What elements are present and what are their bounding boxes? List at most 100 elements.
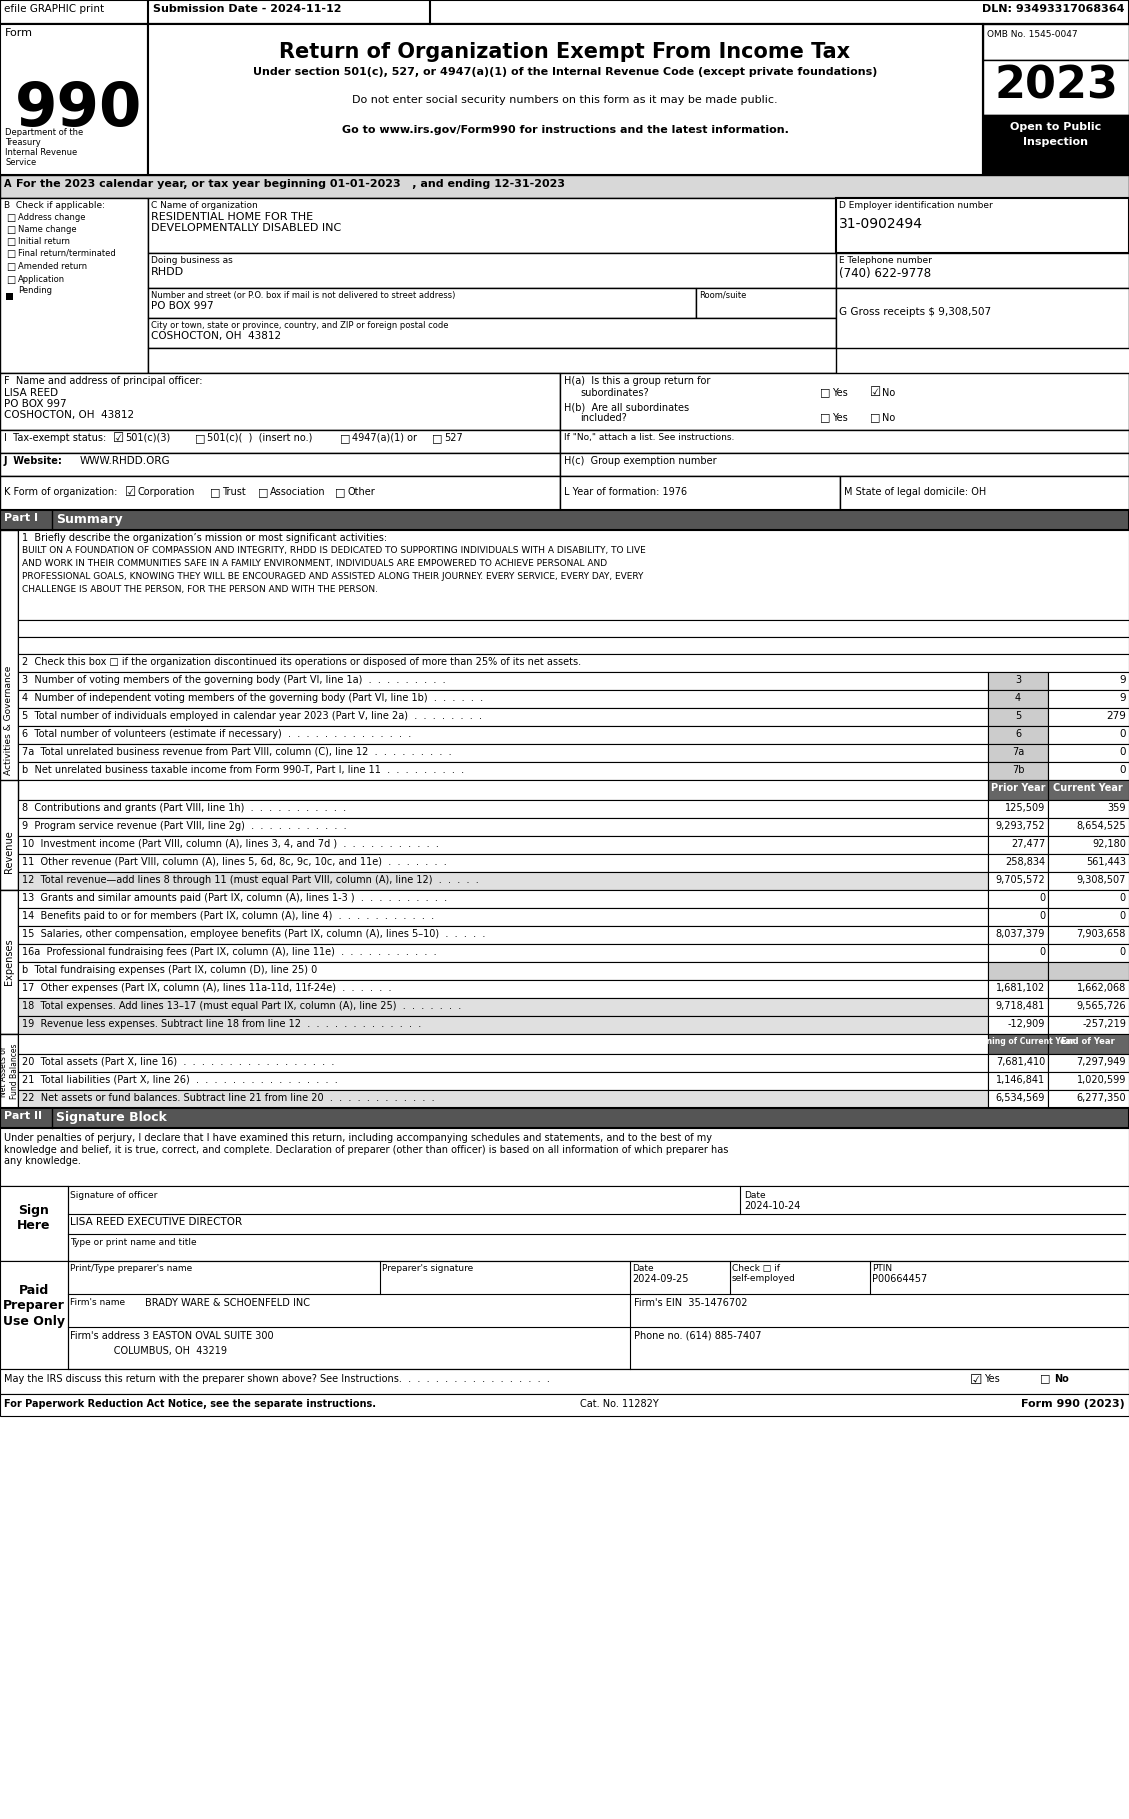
Text: If "No," attach a list. See instructions.: If "No," attach a list. See instructions… xyxy=(564,433,734,442)
Bar xyxy=(1048,962,1129,980)
Bar xyxy=(1048,708,1129,726)
Bar xyxy=(18,999,988,1017)
Bar xyxy=(988,999,1048,1017)
Text: □: □ xyxy=(6,236,16,247)
Text: D Employer identification number: D Employer identification number xyxy=(839,202,992,209)
Text: Internal Revenue: Internal Revenue xyxy=(5,147,77,156)
Text: □: □ xyxy=(870,411,881,422)
Text: Under section 501(c), 527, or 4947(a)(1) of the Internal Revenue Code (except pr: Under section 501(c), 527, or 4947(a)(1)… xyxy=(253,67,877,76)
Text: 258,834: 258,834 xyxy=(1005,857,1045,868)
Bar xyxy=(560,373,1129,429)
Bar xyxy=(148,253,835,287)
Text: 4: 4 xyxy=(1015,693,1021,702)
Text: 501(c)(  )  (insert no.): 501(c)( ) (insert no.) xyxy=(207,433,313,444)
Text: For Paperwork Reduction Act Notice, see the separate instructions.: For Paperwork Reduction Act Notice, see … xyxy=(5,1399,376,1410)
Text: Activities & Governance: Activities & Governance xyxy=(5,666,14,775)
Text: B  Check if applicable:: B Check if applicable: xyxy=(5,202,105,209)
Bar xyxy=(983,24,1129,60)
Bar xyxy=(983,60,1129,115)
Text: 279: 279 xyxy=(1106,711,1126,720)
Text: End of Year: End of Year xyxy=(1061,1037,1114,1046)
Bar xyxy=(1048,980,1129,999)
Text: Sign
Here: Sign Here xyxy=(17,1204,51,1231)
Text: 5  Total number of individuals employed in calendar year 2023 (Part V, line 2a) : 5 Total number of individuals employed i… xyxy=(21,711,482,720)
Text: Do not enter social security numbers on this form as it may be made public.: Do not enter social security numbers on … xyxy=(352,95,778,106)
Bar xyxy=(988,871,1048,889)
Text: L Year of formation: 1976: L Year of formation: 1976 xyxy=(564,487,688,497)
Text: 4947(a)(1) or: 4947(a)(1) or xyxy=(352,433,417,444)
Text: Treasury: Treasury xyxy=(5,138,41,147)
Bar xyxy=(0,24,148,175)
Bar xyxy=(18,689,988,708)
Text: Trust: Trust xyxy=(222,487,246,497)
Text: 15  Salaries, other compensation, employee benefits (Part IX, column (A), lines : 15 Salaries, other compensation, employe… xyxy=(21,930,485,939)
Text: □: □ xyxy=(820,411,831,422)
Bar xyxy=(835,287,1129,347)
Bar xyxy=(0,1393,1129,1415)
Text: DEVELOPMENTALLY DISABLED INC: DEVELOPMENTALLY DISABLED INC xyxy=(151,224,341,233)
Text: 561,443: 561,443 xyxy=(1086,857,1126,868)
Text: Submission Date - 2024-11-12: Submission Date - 2024-11-12 xyxy=(154,4,341,15)
Text: 1,662,068: 1,662,068 xyxy=(1077,982,1126,993)
Text: 6,534,569: 6,534,569 xyxy=(996,1093,1045,1102)
Text: 7a  Total unrelated business revenue from Part VIII, column (C), line 12  .  .  : 7a Total unrelated business revenue from… xyxy=(21,748,452,757)
Text: 8  Contributions and grants (Part VIII, line 1h)  .  .  .  .  .  .  .  .  .  .  : 8 Contributions and grants (Part VIII, l… xyxy=(21,802,347,813)
Text: Go to www.irs.gov/Form990 for instructions and the latest information.: Go to www.irs.gov/Form990 for instructio… xyxy=(342,126,788,135)
Text: COSHOCTON, OH  43812: COSHOCTON, OH 43812 xyxy=(5,409,134,420)
Text: 31-0902494: 31-0902494 xyxy=(839,216,924,231)
Bar xyxy=(988,962,1048,980)
Bar xyxy=(1048,871,1129,889)
Text: Signature of officer: Signature of officer xyxy=(70,1191,157,1201)
Text: Firm's address 3 EASTON OVAL SUITE 300: Firm's address 3 EASTON OVAL SUITE 300 xyxy=(70,1332,273,1341)
Text: Firm's EIN  35-1476702: Firm's EIN 35-1476702 xyxy=(634,1299,747,1308)
Bar xyxy=(18,1033,988,1053)
Text: Department of the: Department of the xyxy=(5,127,84,136)
Bar xyxy=(1048,926,1129,944)
Text: Signature Block: Signature Block xyxy=(56,1111,167,1124)
Text: 7a: 7a xyxy=(1012,748,1024,757)
Text: 527: 527 xyxy=(444,433,463,444)
Text: 12  Total revenue—add lines 8 through 11 (must equal Part VIII, column (A), line: 12 Total revenue—add lines 8 through 11 … xyxy=(21,875,479,886)
Text: 10  Investment income (Part VIII, column (A), lines 3, 4, and 7d )  .  .  .  .  : 10 Investment income (Part VIII, column … xyxy=(21,839,439,849)
Bar xyxy=(148,24,983,175)
Bar xyxy=(988,837,1048,853)
Bar xyxy=(983,24,1129,175)
Bar xyxy=(1048,1053,1129,1071)
Bar xyxy=(988,1071,1048,1090)
Bar xyxy=(148,347,835,373)
Text: E Telephone number: E Telephone number xyxy=(839,256,931,266)
Text: ☑: ☑ xyxy=(113,431,124,446)
Text: 9,718,481: 9,718,481 xyxy=(996,1000,1045,1011)
Text: 9: 9 xyxy=(1119,675,1126,686)
Text: Check □ if: Check □ if xyxy=(732,1264,780,1273)
Text: Return of Organization Exempt From Income Tax: Return of Organization Exempt From Incom… xyxy=(280,42,850,62)
Bar xyxy=(18,926,988,944)
Text: May the IRS discuss this return with the preparer shown above? See Instructions.: May the IRS discuss this return with the… xyxy=(5,1373,550,1384)
Text: -12,909: -12,909 xyxy=(1007,1019,1045,1030)
Text: 6: 6 xyxy=(1015,729,1021,739)
Text: Prior Year: Prior Year xyxy=(991,782,1045,793)
Text: Phone no. (614) 885-7407: Phone no. (614) 885-7407 xyxy=(634,1332,761,1341)
Text: □: □ xyxy=(259,487,269,497)
Text: Current Year: Current Year xyxy=(1053,782,1123,793)
Bar xyxy=(0,889,18,1033)
Text: 0: 0 xyxy=(1039,893,1045,902)
Bar xyxy=(18,962,988,980)
Text: Address change: Address change xyxy=(18,213,86,222)
Text: P00664457: P00664457 xyxy=(872,1273,927,1284)
Text: 990: 990 xyxy=(15,80,142,138)
Text: DLN: 93493317068364: DLN: 93493317068364 xyxy=(982,4,1124,15)
Text: 7,681,410: 7,681,410 xyxy=(996,1057,1045,1068)
Text: □: □ xyxy=(6,275,16,286)
Bar xyxy=(18,819,988,837)
Bar xyxy=(1048,780,1129,800)
Text: Pending: Pending xyxy=(18,286,52,295)
Text: 125,509: 125,509 xyxy=(1005,802,1045,813)
Text: 0: 0 xyxy=(1120,748,1126,757)
Text: 2  Check this box □ if the organization discontinued its operations or disposed : 2 Check this box □ if the organization d… xyxy=(21,657,581,668)
Text: b  Net unrelated business taxable income from Form 990-T, Part I, line 11  .  . : b Net unrelated business taxable income … xyxy=(21,766,464,775)
Bar xyxy=(18,744,988,762)
Bar xyxy=(18,853,988,871)
Bar xyxy=(0,373,560,429)
Bar xyxy=(1048,908,1129,926)
